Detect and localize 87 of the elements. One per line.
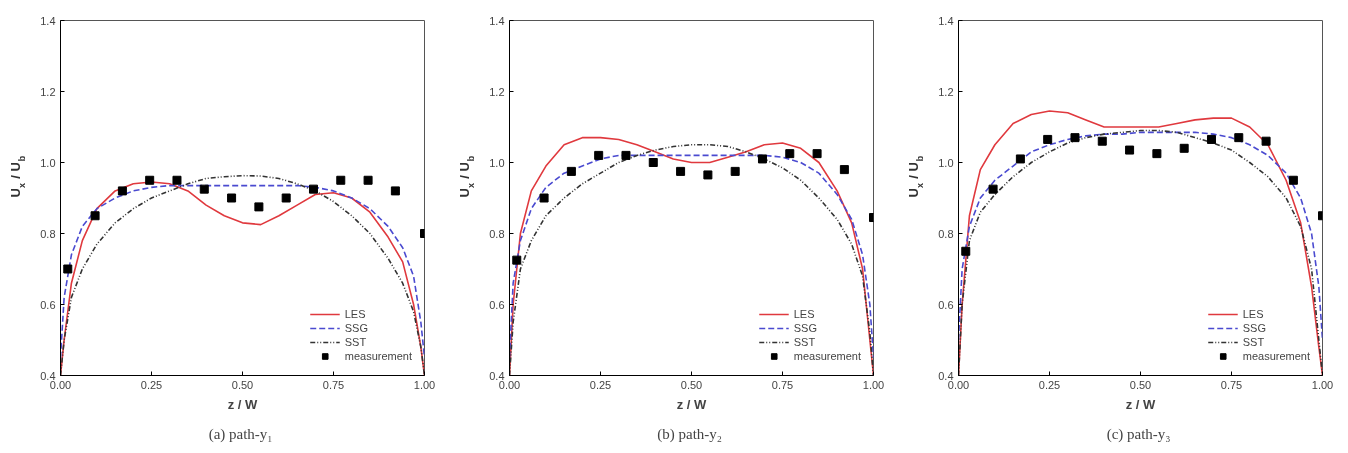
legend-label: SSG: [793, 321, 817, 335]
x-tick-label: 0.75: [322, 378, 345, 391]
legend-label: SSG: [1242, 321, 1266, 335]
legend-label: SST: [1242, 335, 1265, 349]
point: [363, 175, 373, 185]
x-axis-title: z / W: [1125, 396, 1157, 412]
point: [621, 150, 631, 160]
legend-label: LES: [1242, 307, 1264, 321]
text: (c) path-y₃: [1106, 425, 1171, 443]
x-tick-label: 0.75: [771, 378, 794, 391]
text: (b) path-y₂: [657, 425, 723, 443]
point: [730, 166, 740, 176]
x-tick-label: 0.50: [680, 378, 703, 391]
x-tick-label: 0.25: [1038, 378, 1061, 391]
legend-label: SST: [793, 335, 816, 349]
y-tick-label: 0.8: [489, 227, 505, 240]
point: [594, 150, 604, 160]
y-tick-label: 0.8: [40, 227, 56, 240]
legend-label: measurement: [1242, 349, 1310, 363]
point: [1206, 134, 1216, 144]
point: [172, 175, 182, 185]
point: [1261, 136, 1271, 146]
y-tick-label: 1.0: [40, 156, 56, 169]
y-tick-label: 0.6: [489, 298, 505, 311]
legend-label: LES: [793, 307, 815, 321]
text: (a) path-y₁: [208, 425, 273, 443]
point: [1288, 175, 1298, 185]
point: [1015, 154, 1025, 164]
point: [1125, 145, 1135, 155]
x-tick-label: 1.00: [413, 378, 436, 391]
point: [145, 175, 155, 185]
x-tick-label: 0.75: [1220, 378, 1243, 391]
y-tick-label: 1.2: [489, 85, 505, 98]
point: [1070, 133, 1080, 143]
y-axis-title: Ux / Ub: [456, 155, 476, 198]
point: [812, 149, 822, 159]
point: [308, 184, 318, 194]
point: [839, 165, 849, 175]
point: [703, 170, 713, 180]
x-tick-label: 0.50: [231, 378, 254, 391]
point: [961, 246, 971, 256]
point: [648, 158, 658, 167]
point: [336, 175, 346, 185]
point: [1152, 149, 1162, 159]
point: [90, 211, 100, 221]
point: [676, 166, 686, 176]
x-tick-label: 0.50: [1129, 378, 1152, 391]
point: [566, 166, 576, 176]
y-tick-label: 0.8: [938, 227, 954, 240]
y-axis-title: Ux / Ub: [7, 155, 27, 198]
point: [1043, 134, 1053, 144]
x-axis-title: z / W: [676, 396, 708, 412]
y-tick-label: 1.2: [938, 85, 954, 98]
y-tick-label: 1.4: [40, 14, 56, 27]
point: [227, 193, 237, 203]
point: [254, 202, 264, 212]
point: [390, 186, 400, 196]
point: [199, 184, 209, 194]
y-tick-label: 1.0: [489, 156, 505, 169]
point: [539, 193, 549, 203]
point: [988, 184, 998, 194]
point: [785, 149, 795, 159]
x-tick-label: 1.00: [1311, 378, 1334, 391]
point: [281, 193, 291, 203]
x-tick-label: 1.00: [862, 378, 885, 391]
point: [512, 255, 522, 265]
legend-label: measurement: [344, 349, 412, 363]
y-tick-label: 1.4: [938, 14, 954, 27]
y-tick-label: 1.2: [40, 85, 56, 98]
legend-label: SSG: [344, 321, 368, 335]
y-tick-label: 0.6: [938, 298, 954, 311]
legend-label: measurement: [793, 349, 861, 363]
point: [63, 264, 73, 274]
y-tick-label: 0.6: [40, 298, 56, 311]
point: [1097, 136, 1107, 146]
y-tick-label: 1.0: [938, 156, 954, 169]
legend-label: LES: [344, 307, 366, 321]
x-tick-label: 0.25: [140, 378, 163, 391]
x-tick-label: 0.25: [589, 378, 612, 391]
point: [117, 186, 127, 196]
point: [1179, 143, 1189, 153]
x-axis-title: z / W: [227, 396, 259, 412]
point: [757, 154, 767, 164]
point: [1234, 133, 1244, 143]
legend-label: SST: [344, 335, 367, 349]
y-axis-title: Ux / Ub: [905, 155, 925, 198]
y-tick-label: 1.4: [489, 14, 505, 27]
